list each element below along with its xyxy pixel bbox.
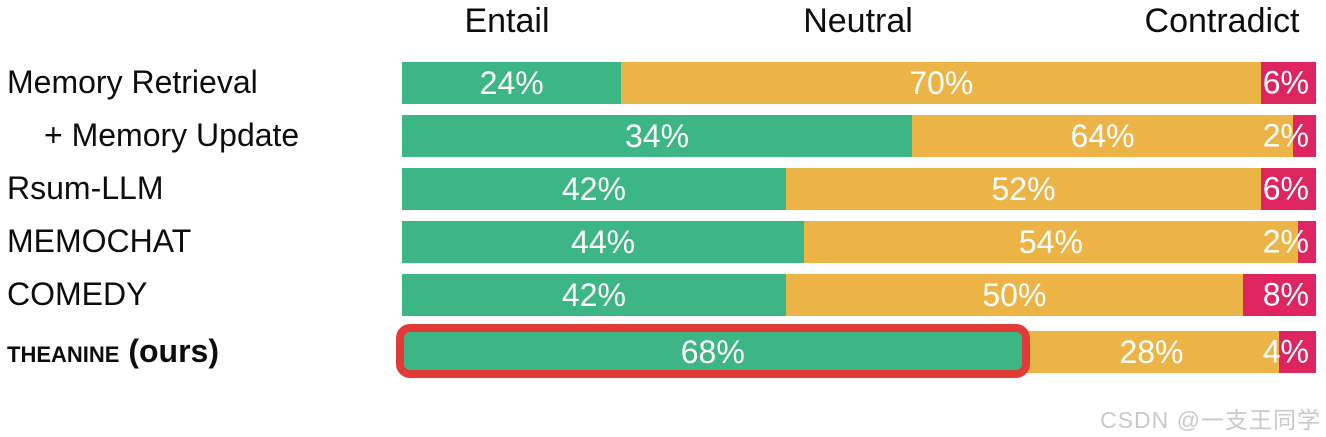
segment-contradict: [1293, 115, 1316, 157]
row-label-4: MEMOCHAT: [7, 222, 192, 259]
segment-entail: 68%: [402, 331, 1024, 373]
bar-row-4: 44% 54% 2%: [402, 221, 1316, 263]
column-header-neutral: Neutral: [803, 2, 913, 40]
segment-contradict-label: 6%: [1262, 64, 1309, 101]
row-label-6: Theanine (ours): [7, 333, 219, 370]
bar-row-5: 42% 50% 8%: [402, 274, 1316, 316]
segment-neutral: 52%: [785, 168, 1262, 210]
segment-contradict: [1261, 62, 1316, 104]
segment-contradict: [1261, 168, 1316, 210]
highlight-box: [396, 324, 1030, 378]
row-label-5: COMEDY: [7, 275, 148, 312]
bar-row-6: 68% 28% 4%: [402, 331, 1316, 373]
method-name-suffix: (ours): [119, 332, 219, 369]
segment-neutral: 28%: [1023, 331, 1280, 373]
row-label-3: Rsum-LLM: [7, 169, 164, 206]
segment-entail: 42%: [402, 274, 786, 316]
segment-contradict: [1279, 331, 1316, 373]
segment-contradict-label: 4%: [1262, 333, 1309, 370]
segment-contradict-label: 8%: [1262, 276, 1309, 313]
segment-neutral: 50%: [785, 274, 1243, 316]
column-header-entail: Entail: [464, 2, 550, 40]
row-label-1: Memory Retrieval: [7, 63, 258, 100]
bar-row-3: 42% 52% 6%: [402, 168, 1316, 210]
segment-entail: 24%: [402, 62, 622, 104]
segment-contradict: [1242, 274, 1316, 316]
segment-neutral: 54%: [804, 221, 1298, 263]
segment-contradict-label: 6%: [1262, 170, 1309, 207]
segment-neutral: 64%: [912, 115, 1294, 157]
segment-neutral: 70%: [621, 62, 1262, 104]
watermark: CSDN @一支王同学: [1100, 407, 1321, 433]
bar-row-2: 34% 64% 2%: [402, 115, 1316, 157]
segment-entail: 34%: [402, 115, 912, 157]
bar-row-1: 24% 70% 6%: [402, 62, 1316, 104]
column-header-contradict: Contradict: [1144, 2, 1300, 40]
segment-contradict-label: 2%: [1262, 223, 1309, 260]
row-label-2: + Memory Update: [44, 116, 300, 153]
segment-contradict-label: 2%: [1262, 117, 1309, 154]
segment-entail: 42%: [402, 168, 786, 210]
segment-entail: 44%: [402, 221, 805, 263]
segment-contradict: [1297, 221, 1316, 263]
method-name: Theanine: [7, 332, 120, 369]
